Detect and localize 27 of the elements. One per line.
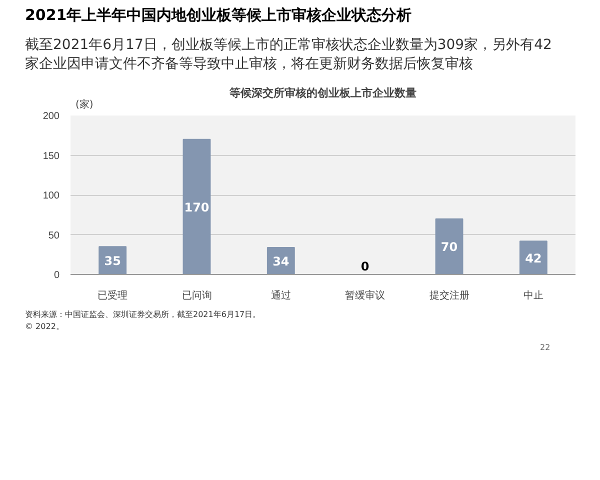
y-tick-label: 200 [42, 111, 60, 122]
bar [182, 139, 211, 275]
data-label: 34 [272, 254, 290, 269]
x-tick-label: 暂缓审议 [345, 290, 386, 302]
x-tick-label: 提交注册 [429, 290, 470, 302]
y-tick-label: 150 [42, 150, 60, 162]
data-label: 70 [440, 240, 458, 254]
text: 等候深交所审核的创业板上市企业数量 [228, 86, 416, 100]
chart-subtitle: 截至2021年6月17日，创业板等候上市的正常审核状态企业数量为309家，另外有42家企业因申请文件不齐备等导致中止审核，将在更新财务数据后恢复审核 [25, 36, 553, 74]
y-tick-label: 0 [54, 270, 60, 282]
x-tick-label: 已问询 [182, 290, 212, 302]
text: 22 [540, 342, 550, 354]
chart-title: 2021年上半年中国内地创业板等候上市审核企业状态分析 [25, 5, 412, 26]
x-tick-label: 已受理 [98, 290, 128, 302]
bar [435, 218, 464, 275]
x-tick-label: 通过 [270, 290, 291, 302]
y-tick-label: 50 [48, 230, 60, 242]
data-label: 42 [525, 252, 542, 266]
data-label: 0 [360, 260, 370, 274]
y-tick-label: 100 [42, 190, 60, 202]
bar [519, 240, 548, 275]
text: © 2022。 [25, 322, 64, 331]
y-axis-title: (家) [76, 98, 94, 111]
data-label: 170 [184, 200, 210, 215]
data-label: 35 [104, 254, 121, 268]
text: 资料来源：中国证监会、深圳证券交易所，截至2021年6月17日。 [25, 310, 261, 320]
x-tick-label: 中止 [523, 290, 544, 302]
